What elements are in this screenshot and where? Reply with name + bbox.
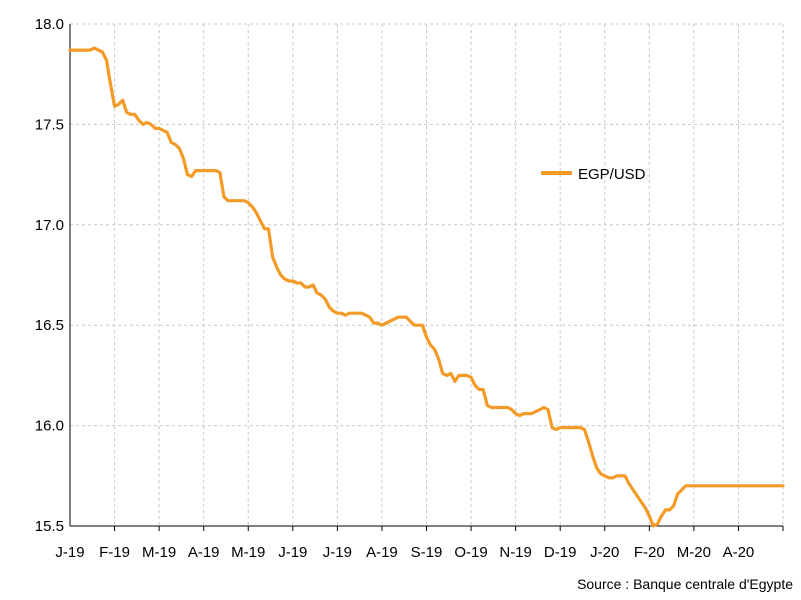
x-tick-label: S-19	[411, 544, 443, 561]
x-tick-label: F-20	[634, 544, 665, 561]
x-tick-label: J-20	[590, 544, 619, 561]
source-note: Source : Banque centrale d'Egypte	[577, 576, 793, 592]
axes	[69, 24, 784, 531]
gridlines	[70, 23, 784, 526]
x-tick-label: M-19	[231, 544, 265, 561]
x-tick-label: J-19	[278, 544, 307, 561]
y-axis-tick-labels: 15.5 16.0 16.5 17.0 17.5 18.0	[35, 16, 64, 535]
y-tick-label: 16.0	[35, 418, 64, 435]
x-tick-label: D-19	[544, 544, 577, 561]
y-tick-label: 18.0	[35, 16, 64, 33]
legend-label-egp-usd: EGP/USD	[578, 166, 646, 183]
x-axis-tick-labels: J-19 F-19 M-19 A-19 M-19 J-19 J-19 A-19 S-19 O-19…	[55, 544, 754, 561]
x-tick-label: A-20	[723, 544, 755, 561]
x-tick-label: M-20	[677, 544, 711, 561]
x-tick-label: J-19	[323, 544, 352, 561]
x-tick-label: A-19	[188, 544, 220, 561]
y-tick-label: 17.0	[35, 217, 64, 234]
series-line-egp-usd	[68, 46, 785, 528]
x-tick-label: A-19	[366, 544, 398, 561]
x-tick-label: M-19	[142, 544, 176, 561]
x-tick-label: J-19	[55, 544, 84, 561]
x-tick-label: N-19	[499, 544, 532, 561]
series-layer	[68, 46, 785, 528]
y-tick-label: 15.5	[35, 518, 64, 535]
y-tick-label: 16.5	[35, 317, 64, 334]
x-tick-label: F-19	[99, 544, 130, 561]
x-tick-label: O-19	[454, 544, 487, 561]
y-tick-label: 17.5	[35, 116, 64, 133]
legend: EGP/USD	[541, 166, 646, 183]
